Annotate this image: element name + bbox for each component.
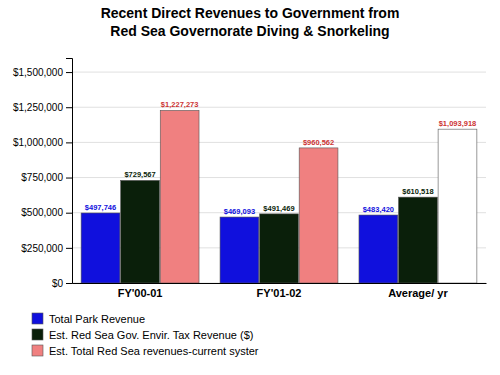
data-label: $1,093,918 <box>439 119 477 128</box>
data-label: $960,562 <box>303 138 334 147</box>
x-tick-label: FY'00-01 <box>118 287 163 299</box>
legend-item: Est. Total Red Sea revenues-current syst… <box>32 345 259 357</box>
y-tick-label: $750,000 <box>21 172 63 183</box>
y-tick: $1,250,000 <box>13 102 72 113</box>
legend-item: Total Park Revenue <box>32 313 145 325</box>
legend-label: Est. Total Red Sea revenues-current syst… <box>49 345 259 357</box>
y-tick-label: $0 <box>52 278 64 289</box>
y-tick-mark <box>66 178 72 179</box>
grid-line <box>72 107 486 108</box>
y-tick: $0 <box>52 278 72 289</box>
y-tick-mark <box>66 213 72 214</box>
bar <box>220 217 259 283</box>
data-label: $469,093 <box>224 207 255 216</box>
y-tick-label: $1,250,000 <box>13 102 63 113</box>
y-tick: $1,500,000 <box>13 67 72 78</box>
bar <box>399 197 438 283</box>
y-tick-label: $250,000 <box>21 243 63 254</box>
y-tick-mark <box>66 72 72 73</box>
data-label: $729,567 <box>124 170 155 179</box>
y-tick: $750,000 <box>21 172 72 183</box>
subtitle: Red Sea Governorate Diving & Snorkeling <box>110 23 389 39</box>
grid-line <box>72 142 486 143</box>
x-tick-label: FY'01-02 <box>257 287 302 299</box>
bar <box>81 213 120 283</box>
x-tick: FY'01-02 <box>257 287 302 299</box>
legend-swatch <box>32 345 43 356</box>
data-label: $491,469 <box>263 204 294 213</box>
x-axis-line <box>73 283 487 284</box>
data-label: $483,420 <box>363 205 394 214</box>
bar <box>299 148 338 283</box>
title: Recent Direct Revenues to Government fro… <box>101 5 400 21</box>
bar <box>260 214 299 283</box>
legend-swatch <box>32 313 43 324</box>
legend-label: Total Park Revenue <box>49 313 145 325</box>
x-tick: FY'00-01 <box>118 287 163 299</box>
legend-item: Est. Red Sea Gov. Envir. Tax Revenue ($) <box>32 329 253 341</box>
data-label: $1,227,273 <box>161 100 199 109</box>
bar <box>121 180 160 283</box>
bar <box>359 215 398 283</box>
x-tick-label: Average/ yr <box>388 287 448 299</box>
y-tick-label: $500,000 <box>21 207 63 218</box>
bar <box>160 110 199 283</box>
y-tick-label: $1,500,000 <box>13 67 63 78</box>
y-axis-line <box>66 59 73 284</box>
x-tick: Average/ yr <box>388 287 448 299</box>
data-labels: $497,746 $469,093 $483,420 $729,567 $491,469… <box>85 100 476 216</box>
y-tick: $500,000 <box>21 207 72 218</box>
legend: Total Park Revenue Est. Red Sea Gov. Envi… <box>32 313 259 357</box>
data-label: $497,746 <box>85 203 116 212</box>
y-tick-label: $1,000,000 <box>13 137 63 148</box>
grid-line <box>72 72 486 73</box>
x-axis: FY'00-01 FY'01-02 Average/ yr <box>73 284 487 299</box>
bars <box>81 110 477 283</box>
plot: $0 $250,000 $500,000 $750,000 $1,000,000 $1,2… <box>13 59 487 299</box>
y-axis: $0 $250,000 $500,000 $750,000 $1,000,000 $1,2… <box>13 59 73 289</box>
data-label: $610,518 <box>402 187 433 196</box>
legend-label: Est. Red Sea Gov. Envir. Tax Revenue ($) <box>49 329 253 341</box>
chart: Recent Direct Revenues to Government fro… <box>0 0 500 375</box>
bar <box>438 129 477 283</box>
y-tick-mark <box>66 107 72 108</box>
grid <box>72 72 486 283</box>
y-tick-mark <box>66 283 72 284</box>
y-tick-mark <box>66 248 72 249</box>
y-tick: $250,000 <box>21 243 72 254</box>
series <box>160 110 477 283</box>
y-tick: $1,000,000 <box>13 137 72 148</box>
legend-swatch <box>32 329 43 340</box>
y-tick-mark <box>66 142 72 143</box>
